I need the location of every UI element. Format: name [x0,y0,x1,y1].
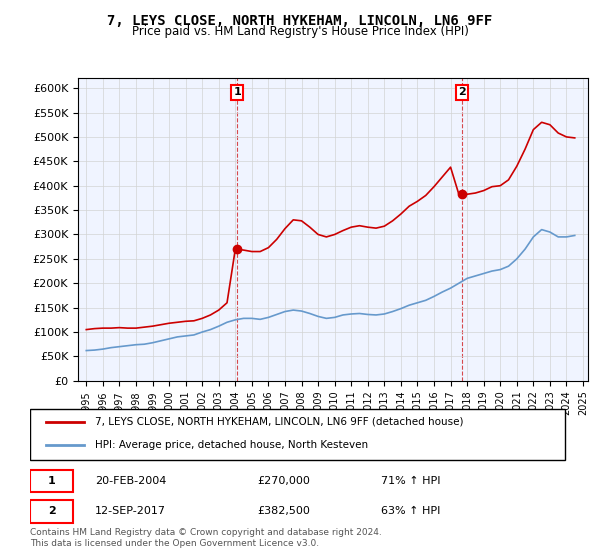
Text: £382,500: £382,500 [257,506,310,516]
FancyBboxPatch shape [30,500,73,522]
FancyBboxPatch shape [30,469,73,492]
FancyBboxPatch shape [30,409,565,460]
Text: HPI: Average price, detached house, North Kesteven: HPI: Average price, detached house, Nort… [95,440,368,450]
Text: 63% ↑ HPI: 63% ↑ HPI [381,506,440,516]
Text: 71% ↑ HPI: 71% ↑ HPI [381,476,440,486]
Text: 1: 1 [233,87,241,97]
Text: 2: 2 [458,87,466,97]
Text: £270,000: £270,000 [257,476,310,486]
Text: 7, LEYS CLOSE, NORTH HYKEHAM, LINCOLN, LN6 9FF: 7, LEYS CLOSE, NORTH HYKEHAM, LINCOLN, L… [107,14,493,28]
Text: Contains HM Land Registry data © Crown copyright and database right 2024.
This d: Contains HM Land Registry data © Crown c… [30,528,382,548]
Text: 20-FEB-2004: 20-FEB-2004 [95,476,166,486]
Text: 12-SEP-2017: 12-SEP-2017 [95,506,166,516]
Text: Price paid vs. HM Land Registry's House Price Index (HPI): Price paid vs. HM Land Registry's House … [131,25,469,38]
Text: 2: 2 [48,506,55,516]
Text: 7, LEYS CLOSE, NORTH HYKEHAM, LINCOLN, LN6 9FF (detached house): 7, LEYS CLOSE, NORTH HYKEHAM, LINCOLN, L… [95,417,463,427]
Text: 1: 1 [48,476,55,486]
